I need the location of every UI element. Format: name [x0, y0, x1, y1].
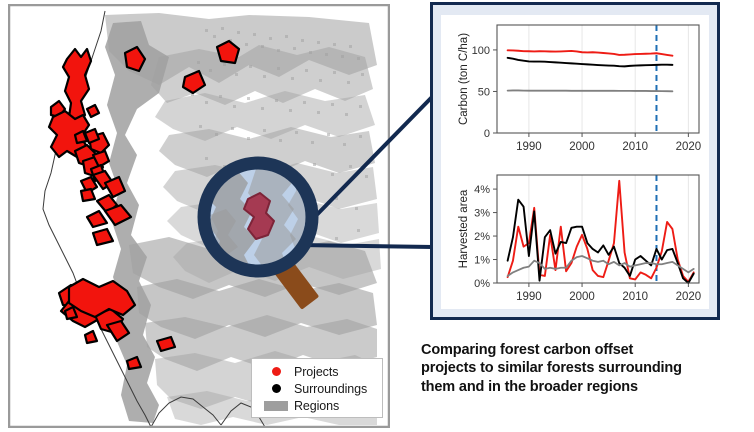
inset-chart-panel: 0 50 100 1990 2000 2010 2020 Carbon (ton C/ha) …	[430, 2, 720, 320]
svg-text:1%: 1%	[474, 255, 490, 267]
svg-text:4%: 4%	[474, 184, 490, 196]
legend-item-surroundings: Surroundings	[258, 380, 376, 397]
surroundings-marker-icon	[258, 384, 294, 393]
svg-text:Harvested area: Harvested area	[458, 189, 470, 268]
legend-label-surroundings: Surroundings	[294, 381, 368, 396]
legend-item-projects: Projects	[258, 363, 376, 380]
svg-text:2000: 2000	[569, 141, 595, 153]
carbon-chart: 0 50 100 1990 2000 2010 2020 Carbon (ton C/ha)	[441, 15, 709, 163]
harvested-area-chart: 0% 1% 2% 3% 4% 1990 2000 2010 2020 Harvested area	[441, 163, 709, 315]
magnifier-glass-icon	[197, 156, 319, 309]
svg-text:2000: 2000	[569, 291, 595, 303]
svg-text:0: 0	[484, 128, 490, 140]
harvested-area-chart-svg: 0% 1% 2% 3% 4% 1990 2000 2010 2020 Harvested area	[458, 174, 702, 303]
svg-text:3%: 3%	[474, 208, 490, 220]
legend-item-regions: Regions	[258, 397, 376, 414]
carbon-chart-svg: 0 50 100 1990 2000 2010 2020 Carbon (ton C/ha)	[458, 24, 702, 153]
svg-text:2010: 2010	[622, 291, 648, 303]
svg-text:1990: 1990	[516, 141, 542, 153]
map-projects-layer	[47, 39, 241, 371]
svg-text:100: 100	[472, 45, 490, 57]
inset-chart-panel-inner: 0 50 100 1990 2000 2010 2020 Carbon (ton C/ha) …	[441, 15, 709, 309]
legend-label-regions: Regions	[294, 398, 340, 413]
legend-label-projects: Projects	[294, 364, 339, 379]
projects-marker-icon	[258, 367, 294, 376]
map-legend: Projects Surroundings Regions	[251, 358, 383, 418]
svg-text:2%: 2%	[474, 231, 490, 243]
svg-text:2020: 2020	[676, 291, 702, 303]
svg-text:2010: 2010	[622, 141, 648, 153]
svg-text:0%: 0%	[474, 278, 490, 290]
caption-line-2: projects to similar forests surrounding	[421, 360, 682, 377]
regions-swatch-icon	[258, 400, 294, 411]
map-projects-layer-south	[67, 277, 137, 319]
figure-caption: Comparing forest carbon offset projects …	[421, 341, 751, 396]
caption-line-3: them and in the broader regions	[421, 378, 638, 395]
svg-text:50: 50	[478, 86, 490, 98]
svg-text:Carbon (ton C/ha): Carbon (ton C/ha)	[458, 33, 470, 125]
svg-text:1990: 1990	[516, 291, 542, 303]
caption-line-1: Comparing forest carbon offset	[421, 342, 634, 358]
svg-text:2020: 2020	[676, 141, 702, 153]
